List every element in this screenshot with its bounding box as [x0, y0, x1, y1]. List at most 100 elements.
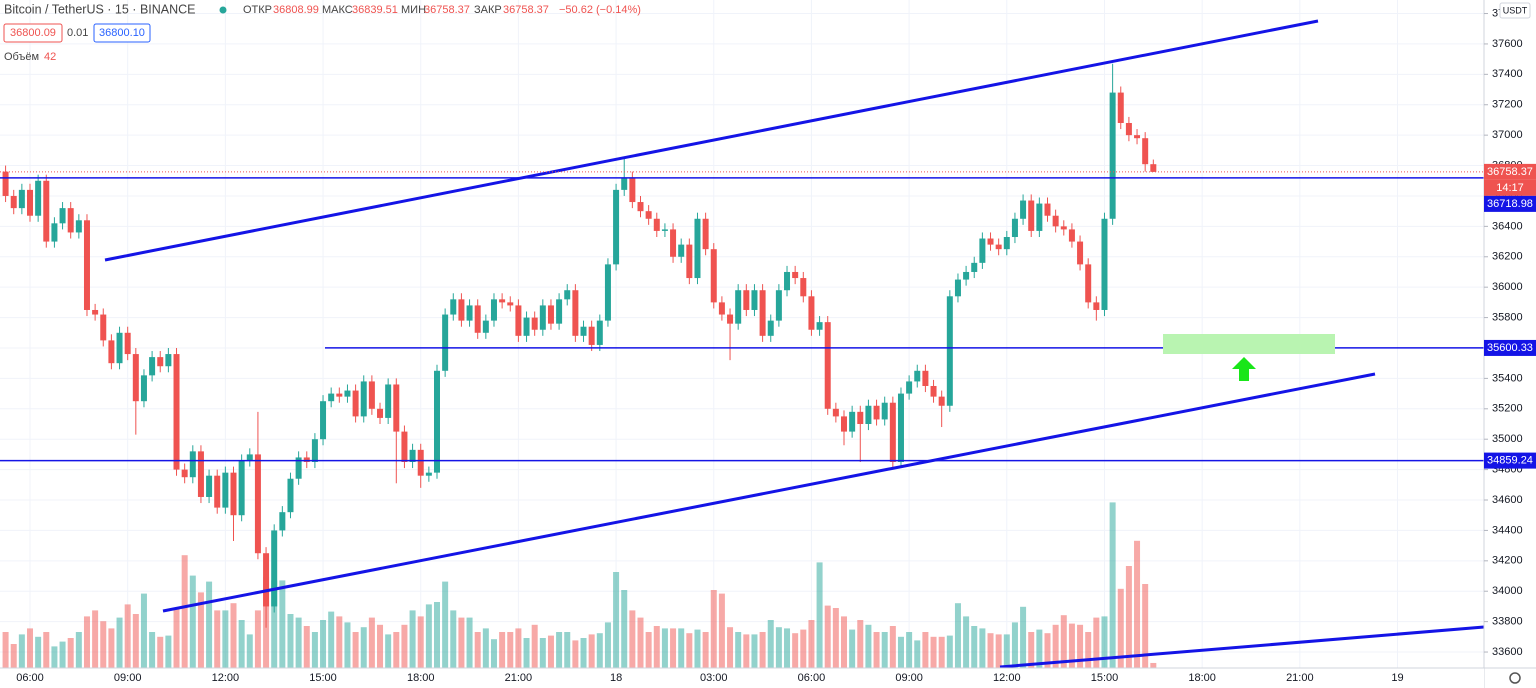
arrow-up[interactable]	[1232, 357, 1256, 381]
candle-body	[344, 390, 351, 397]
candle-body	[320, 401, 327, 440]
candle-body	[572, 290, 579, 336]
volume-bar	[328, 611, 335, 668]
candle-body	[1134, 135, 1141, 139]
y-tick-label: 36000	[1492, 281, 1523, 293]
x-tick-label: 18:00	[407, 672, 435, 684]
candle-body	[490, 299, 497, 321]
candle-body	[1036, 203, 1043, 231]
candle-body	[735, 290, 742, 324]
volume-bar	[873, 632, 880, 668]
volume-bar	[173, 608, 180, 668]
volume-bar	[124, 604, 131, 668]
candle-body	[784, 271, 791, 291]
bid-box[interactable]	[3, 23, 63, 43]
volume-bar	[1117, 588, 1124, 668]
countdown-bg	[1484, 179, 1536, 196]
candle-body	[523, 317, 530, 336]
volume-bar	[132, 614, 139, 668]
y-tick-label: 34400	[1492, 524, 1523, 536]
candle-body	[108, 340, 115, 364]
candle-body	[279, 512, 286, 531]
candle-body	[678, 244, 685, 257]
candle-body	[637, 202, 644, 212]
volume-bar	[385, 634, 392, 668]
candle-body	[547, 305, 554, 324]
volume-bar	[1060, 615, 1067, 668]
volume-bar	[360, 627, 367, 668]
volume-bar	[710, 590, 717, 668]
y-tick-label: 35200	[1492, 403, 1523, 415]
ohlc-label: ОТКР	[243, 4, 272, 16]
y-tick-label: 35400	[1492, 372, 1523, 384]
volume-bar	[727, 627, 734, 668]
volume-bar	[572, 640, 579, 668]
currency-box[interactable]	[1499, 2, 1531, 19]
candle-body	[92, 309, 99, 315]
target-zone[interactable]	[1163, 334, 1335, 354]
candle-body	[865, 405, 872, 424]
candles	[2, 63, 1157, 628]
x-tick-label: 21:00	[505, 672, 533, 684]
candle-body	[189, 451, 196, 478]
trend-line[interactable]	[999, 625, 1485, 669]
candle-body	[906, 381, 913, 394]
volume-bar	[35, 636, 42, 668]
volume-bar	[238, 620, 245, 668]
volume-bar	[458, 617, 465, 668]
candle-body	[1052, 215, 1059, 227]
volume-bar	[1109, 502, 1116, 668]
trend-line[interactable]	[162, 372, 1376, 613]
ohlc-label: ЗАКР	[474, 4, 502, 16]
y-tick-label: 33600	[1492, 646, 1523, 658]
candle-body	[946, 296, 953, 406]
volume-bar	[702, 632, 709, 668]
volume-bar	[311, 632, 318, 668]
candle-body	[173, 354, 180, 470]
volume-bar	[401, 624, 408, 668]
settings-icon[interactable]	[1509, 672, 1521, 684]
last-price-bg	[1484, 163, 1536, 180]
volume-bar	[808, 620, 815, 668]
volume-bar	[596, 633, 603, 668]
volume-bar	[59, 641, 66, 668]
volume-bar	[946, 635, 953, 668]
candle-body	[27, 189, 33, 216]
volume-bar	[865, 624, 872, 668]
y-tick-label: 37000	[1492, 129, 1523, 141]
candle-body	[914, 370, 921, 382]
candle-body	[18, 189, 25, 209]
volume-bar	[377, 624, 384, 668]
volume-bar	[482, 628, 489, 668]
candle-body	[1109, 92, 1116, 219]
candle-body	[377, 408, 384, 418]
ohlc-value: 36808.99	[273, 4, 319, 16]
volume-bar	[743, 634, 750, 668]
volume-bar	[490, 639, 497, 668]
volume-bar	[841, 616, 847, 668]
axes: 3360033800340003420034400346003480035000…	[16, 7, 1536, 684]
candle-body	[995, 244, 1002, 250]
candle-body	[775, 290, 782, 321]
volume-bar	[116, 617, 123, 668]
trend-line[interactable]	[104, 19, 1319, 262]
ask: 36800.10	[99, 27, 145, 39]
volume-bar	[987, 633, 994, 668]
y-tick-label: 34000	[1492, 585, 1523, 597]
volume-bar	[271, 580, 278, 668]
volume-bar	[718, 593, 725, 668]
ask-box[interactable]	[93, 23, 151, 43]
candle-body	[1085, 264, 1092, 303]
volume-bar	[409, 610, 416, 668]
candle-body	[702, 218, 709, 250]
candle-body	[743, 290, 750, 310]
volume-bar	[1101, 616, 1108, 668]
volume-bar	[678, 628, 685, 668]
candle-body	[336, 393, 343, 397]
x-tick-label: 03:00	[700, 672, 728, 684]
candle-body	[434, 370, 440, 473]
candle-body	[83, 220, 90, 310]
candle-body	[621, 177, 628, 190]
volume-bar	[897, 636, 904, 668]
candle-body	[271, 530, 278, 607]
